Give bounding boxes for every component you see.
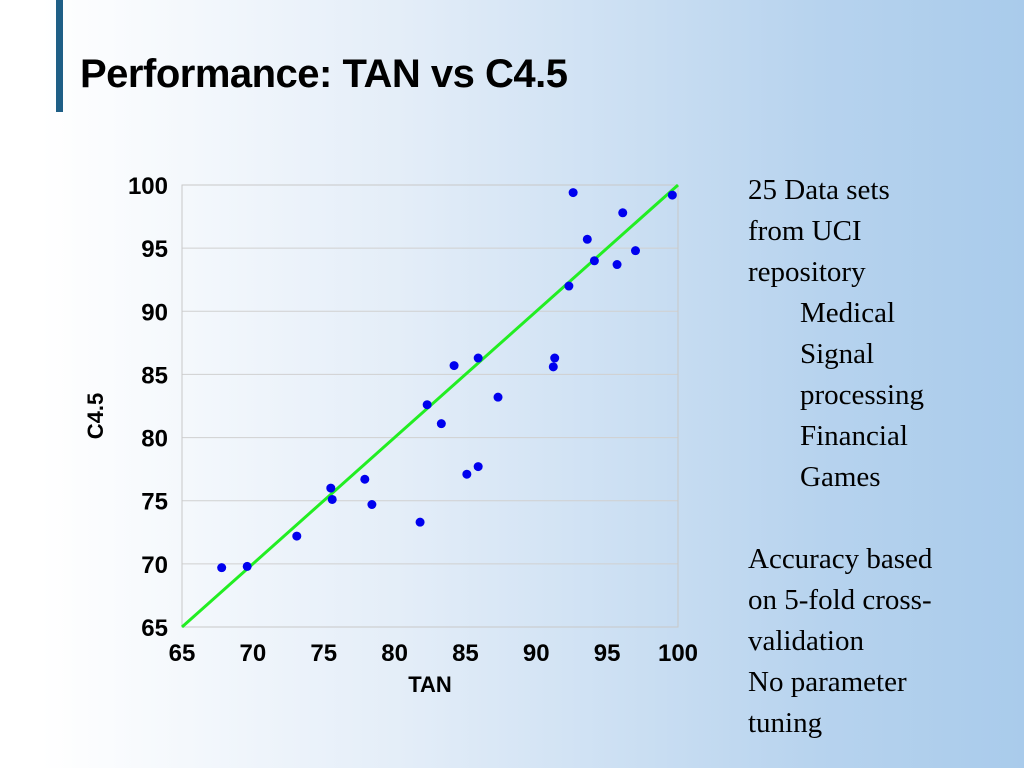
title-accent-bar xyxy=(56,0,63,112)
data-point xyxy=(473,353,483,363)
data-point xyxy=(568,188,578,198)
x-tick-label: 75 xyxy=(310,640,337,667)
y-tick-label: 85 xyxy=(141,362,168,389)
data-point xyxy=(473,462,483,472)
data-point xyxy=(462,469,472,479)
notes-line: from UCI xyxy=(748,215,862,247)
x-tick-labels: 65 70 75 80 85 90 95 100 xyxy=(169,640,698,667)
data-point xyxy=(326,483,336,493)
x-tick-label: 80 xyxy=(381,640,408,667)
data-point xyxy=(582,234,592,244)
y-tick-labels: 65 70 75 80 85 90 95 100 xyxy=(128,173,168,642)
y-tick-label: 90 xyxy=(141,299,168,326)
method-line: on 5-fold cross- xyxy=(748,584,932,616)
data-point xyxy=(367,500,377,510)
data-point xyxy=(449,361,459,371)
data-points xyxy=(217,188,677,573)
notes-line: 25 Data sets xyxy=(748,174,890,206)
data-point xyxy=(630,246,640,256)
x-tick-label: 85 xyxy=(452,640,479,667)
x-tick-label: 100 xyxy=(658,640,698,667)
category-item: processing xyxy=(800,379,925,411)
data-point xyxy=(667,190,677,200)
data-point xyxy=(415,517,425,527)
data-point xyxy=(292,531,302,541)
data-point xyxy=(564,281,574,291)
data-point xyxy=(548,362,558,372)
slide-title: Performance: TAN vs C4.5 xyxy=(80,52,568,96)
data-point xyxy=(618,208,628,218)
spacer xyxy=(748,498,1018,539)
plot-area xyxy=(181,184,679,628)
y-tick-label: 100 xyxy=(128,173,168,200)
x-tick-label: 70 xyxy=(240,640,267,667)
y-axis-label: C4.5 xyxy=(83,393,108,439)
y-tick-label: 80 xyxy=(141,426,168,453)
data-point xyxy=(422,400,432,410)
data-point xyxy=(612,260,622,270)
y-tick-label: 70 xyxy=(141,552,168,579)
method-line: No parameter xyxy=(748,666,907,698)
data-point xyxy=(217,563,227,573)
x-axis-label: TAN xyxy=(408,672,452,697)
category-item: Financial xyxy=(800,420,908,452)
method-line: tuning xyxy=(748,707,823,739)
data-point xyxy=(436,419,446,429)
x-tick-label: 95 xyxy=(594,640,621,667)
method-line: Accuracy based xyxy=(748,543,933,575)
x-tick-label: 90 xyxy=(523,640,550,667)
category-item: Signal xyxy=(800,338,875,370)
data-point xyxy=(589,256,599,266)
notes-panel: 25 Data sets from UCI repository Medical… xyxy=(748,170,1018,744)
data-point xyxy=(360,474,370,484)
y-tick-label: 95 xyxy=(141,236,168,263)
y-tick-label: 65 xyxy=(141,615,168,642)
data-point xyxy=(493,392,503,402)
method-line: validation xyxy=(748,625,864,657)
data-point xyxy=(550,353,560,363)
y-tick-label: 75 xyxy=(141,489,168,516)
category-item: Games xyxy=(800,461,881,493)
x-tick-label: 65 xyxy=(169,640,196,667)
data-point xyxy=(327,494,337,504)
data-point xyxy=(242,561,252,571)
category-item: Medical xyxy=(800,297,896,329)
notes-line: repository xyxy=(748,256,866,288)
